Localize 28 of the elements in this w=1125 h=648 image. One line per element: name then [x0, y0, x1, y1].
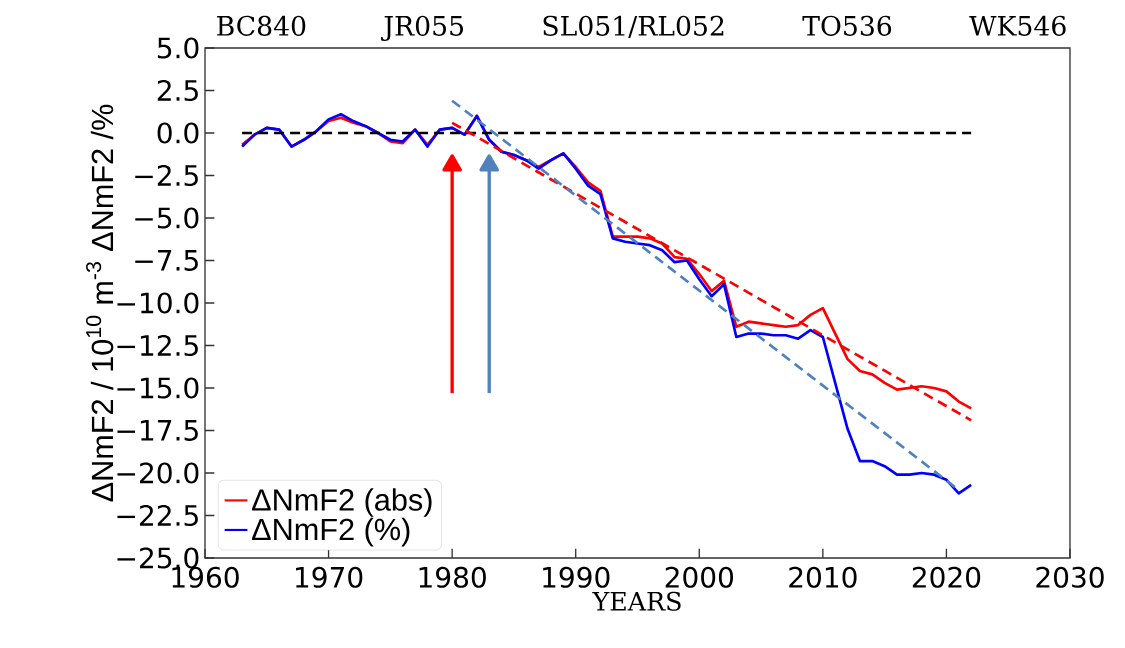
text: BC840	[217, 15, 306, 36]
text: WK546	[969, 15, 1066, 36]
y-tick-label: 2.5	[157, 79, 198, 102]
y-tick-label: −15.0	[117, 377, 199, 399]
y-tick-label: −10.0	[117, 292, 199, 314]
text: JR055	[381, 15, 463, 42]
y-tick-label: −22.5	[117, 504, 198, 527]
x-tick-label: 1970	[296, 566, 363, 588]
y-tick-label: −20.0	[117, 462, 199, 484]
y-tick-label: −12.5	[117, 334, 198, 357]
x-tick-label: 1980	[419, 566, 486, 588]
y-tick-label: −2.5	[135, 164, 198, 187]
x-tick-label: 1990	[543, 566, 610, 588]
x-tick-label: 2020	[912, 566, 981, 588]
y-tick-label: 0.0	[157, 122, 199, 144]
x-tick-label: 2010	[789, 566, 857, 588]
x-tick-label: 2000	[665, 566, 734, 588]
x-tick-label: 2030	[1036, 566, 1104, 588]
y-tick-label: −5.0	[135, 207, 199, 229]
y-tick-label: −17.5	[117, 420, 198, 441]
y-tick-label: −7.5	[135, 250, 198, 271]
x-axis-title: YEARS	[592, 591, 681, 611]
y-tick-label: 5.0	[157, 37, 199, 59]
y-axis-title: ΔNmF2 / 10$^{10}$ m$^{-3}$ ΔNmF2 /%	[86, 104, 114, 502]
text: SL051/RL052	[543, 15, 724, 38]
text: TO536	[802, 15, 892, 36]
legend-label: ΔNmF2 (abs)	[252, 488, 432, 517]
legend-label: ΔNmF2 (%)	[252, 517, 410, 547]
